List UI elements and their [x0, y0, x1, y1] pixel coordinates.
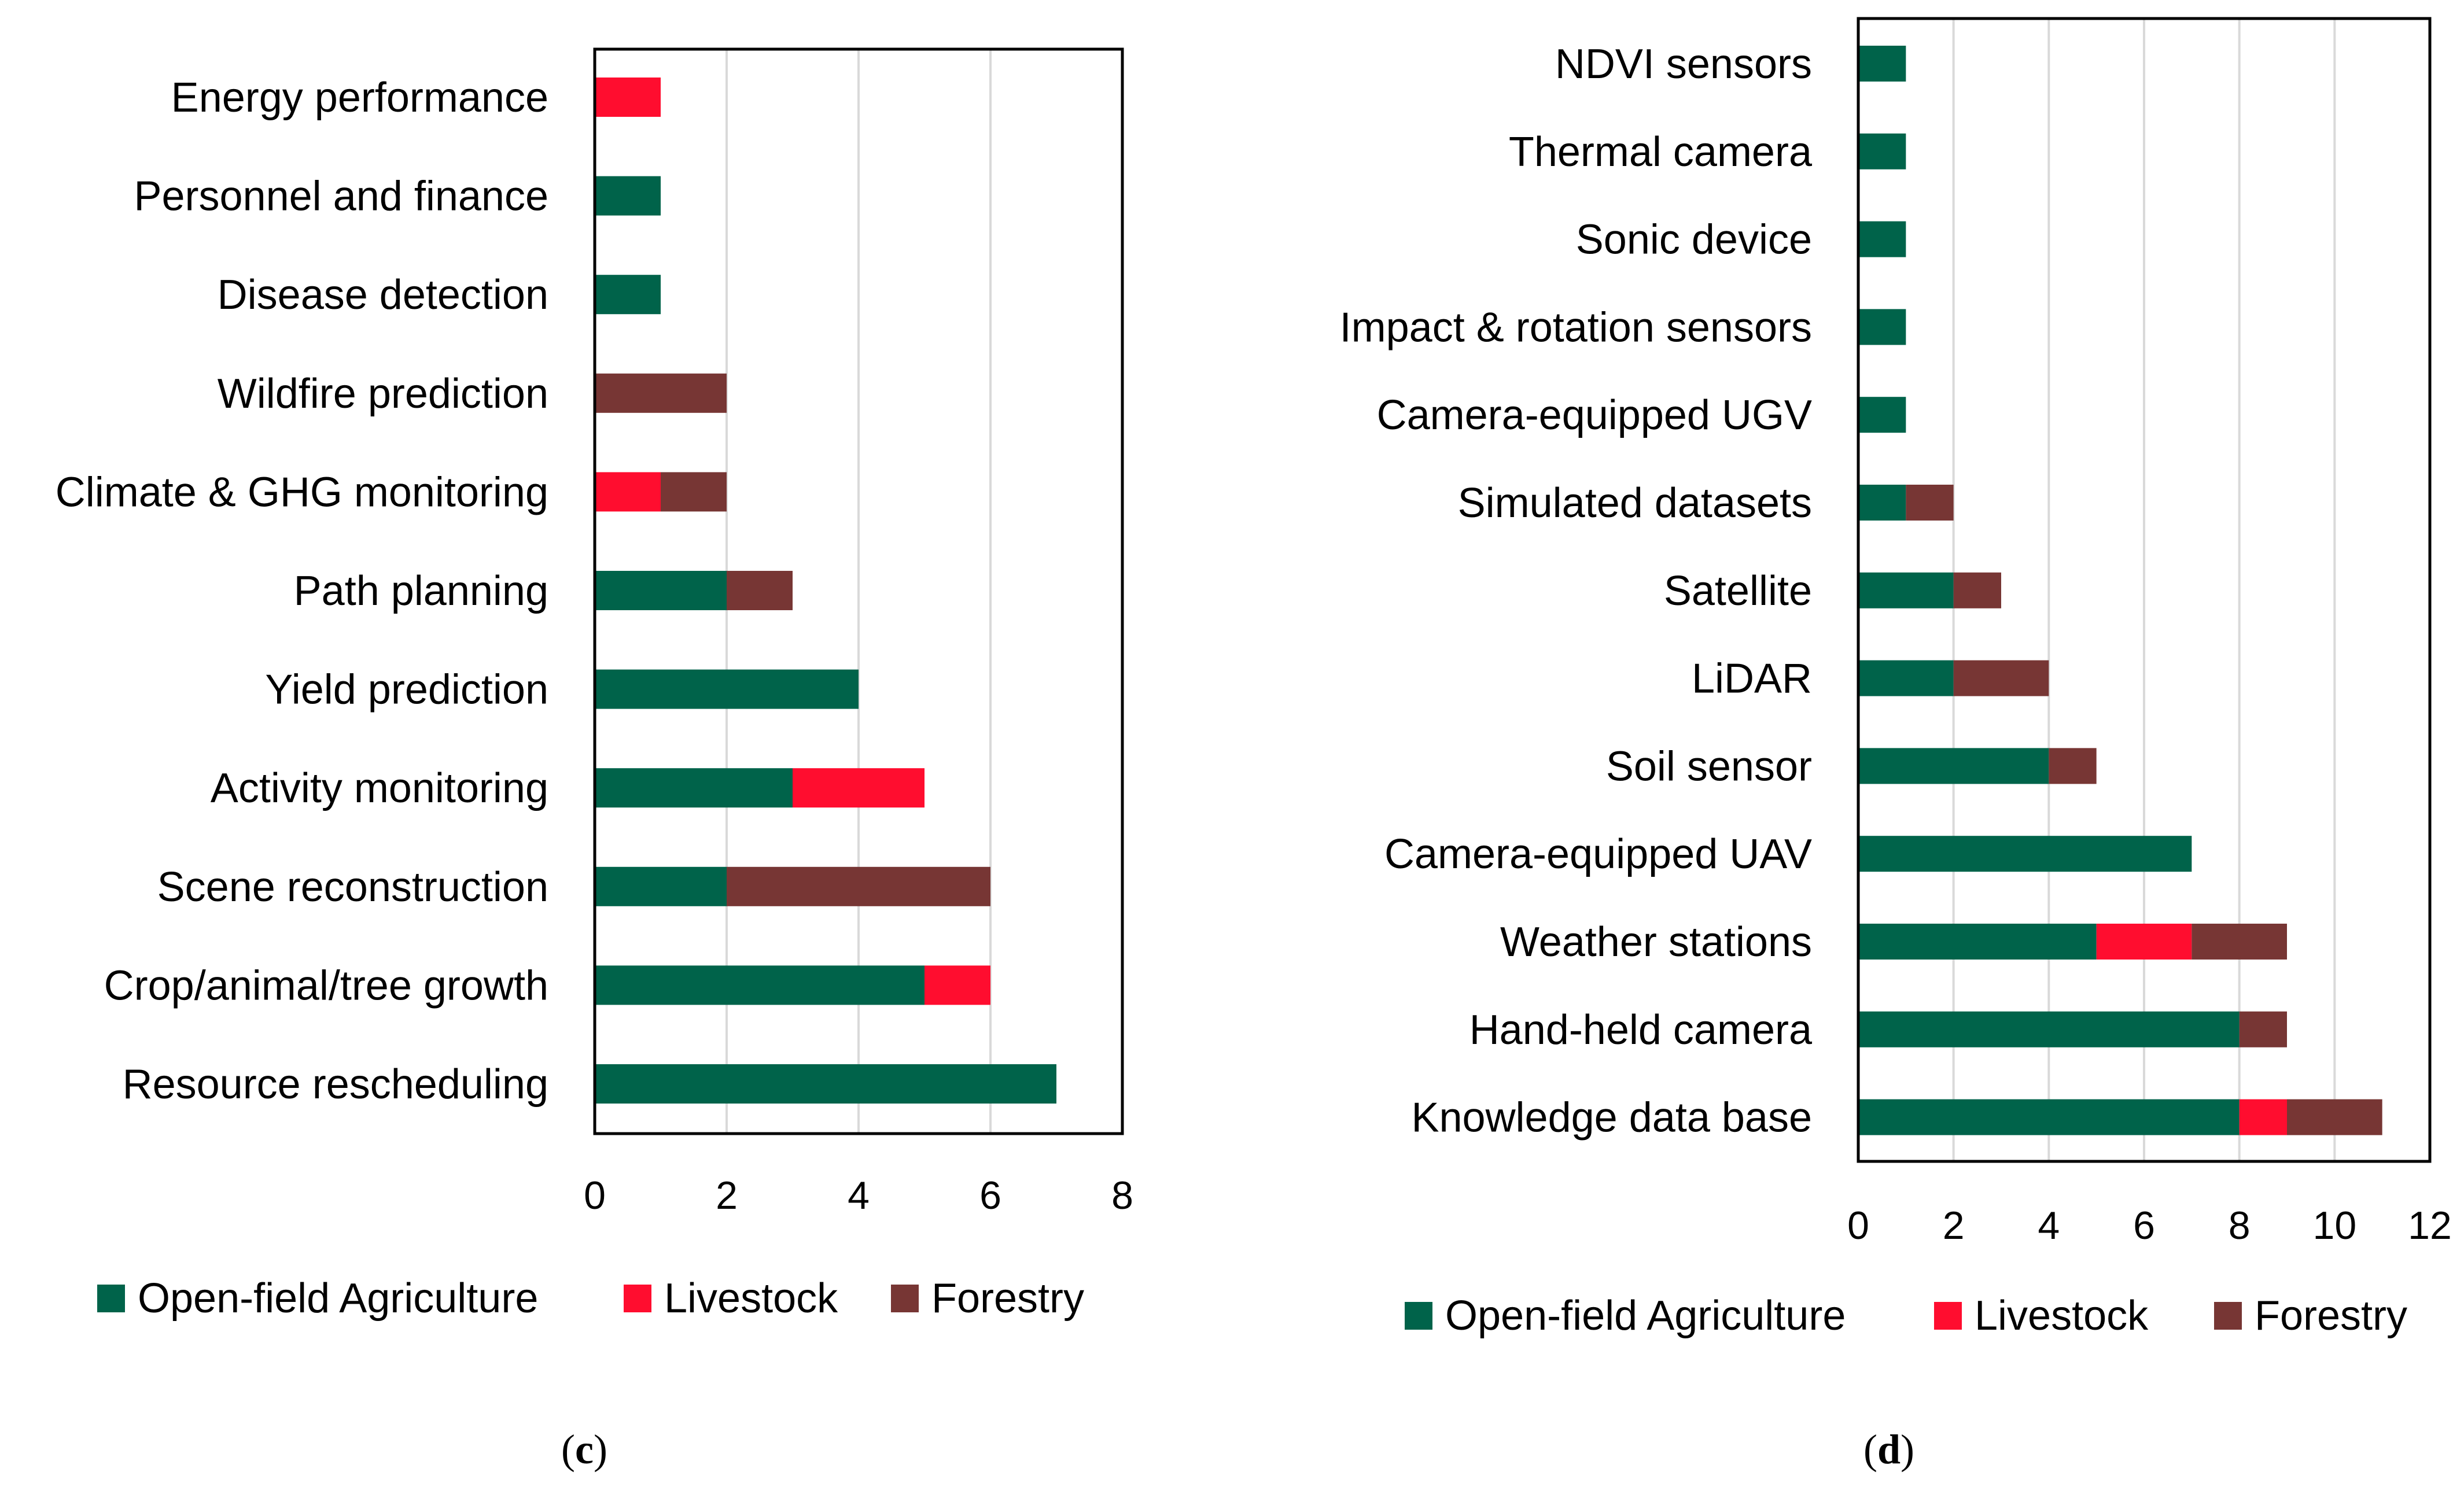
bar-open-field-agriculture-weather-stations	[1858, 924, 2097, 960]
category-label: Knowledge data base	[1411, 1095, 1812, 1141]
bar-forestry-satellite	[1953, 572, 2001, 608]
bar-forestry-hand-held-camera	[2239, 1011, 2287, 1047]
bar-forestry-climate-ghg-monitoring	[661, 472, 727, 512]
x-tick-label: 4	[2038, 1204, 2060, 1248]
panel-label-d: (d)	[1863, 1426, 1914, 1473]
bar-open-field-agriculture-activity-monitoring	[595, 768, 793, 808]
bar-livestock-climate-ghg-monitoring	[595, 472, 661, 512]
bar-open-field-agriculture-disease-detection	[595, 275, 661, 315]
chart-panel-c: Energy performance Personnel and finance D…	[56, 47, 1133, 1322]
legend-label-forestry: Forestry	[931, 1275, 1084, 1322]
bar-forestry-scene-reconstruction	[727, 866, 990, 906]
plot-frame	[1857, 17, 2432, 1163]
bar-open-field-agriculture-soil-sensor	[1858, 748, 2049, 784]
bar-forestry-weather-stations	[2192, 924, 2287, 960]
legend-swatch-forestry	[891, 1285, 919, 1312]
category-label: NDVI sensors	[1555, 41, 1812, 87]
category-label: Personnel and finance	[134, 174, 548, 220]
legend-swatch-livestock	[624, 1285, 651, 1312]
legend-swatch-open-field-agriculture	[97, 1285, 125, 1312]
bar-open-field-agriculture-camera-equipped-uav	[1858, 836, 2192, 872]
category-label: LiDAR	[1692, 656, 1812, 702]
bar-open-field-agriculture-lidar	[1858, 660, 1954, 696]
plot-frame	[593, 47, 1124, 1135]
bar-forestry-simulated-datasets	[1906, 485, 1954, 521]
bar-livestock-energy-performance	[595, 78, 661, 117]
legend-label-open-field-agriculture: Open-field Agriculture	[1445, 1293, 1846, 1339]
legend-swatch-livestock	[1934, 1302, 1962, 1330]
category-label: Resource rescheduling	[123, 1061, 548, 1108]
bar-livestock-weather-stations	[2096, 924, 2192, 960]
category-label: Path planning	[294, 568, 548, 614]
bar-forestry-soil-sensor	[2049, 748, 2097, 784]
category-label: Climate & GHG monitoring	[56, 469, 548, 515]
x-tick-label: 4	[848, 1174, 870, 1217]
x-tick-label: 10	[2313, 1204, 2357, 1248]
x-tick-label: 8	[2229, 1204, 2251, 1248]
category-label: Soil sensor	[1606, 743, 1812, 789]
bar-open-field-agriculture-hand-held-camera	[1858, 1011, 2240, 1047]
bar-open-field-agriculture-satellite	[1858, 572, 1954, 608]
category-label: Satellite	[1664, 568, 1812, 614]
x-tick-label: 2	[1943, 1204, 1965, 1248]
category-label: Sonic device	[1576, 217, 1812, 263]
bar-open-field-agriculture-scene-reconstruction	[595, 866, 727, 906]
bar-forestry-path-planning	[727, 571, 793, 610]
category-label: Yield prediction	[265, 667, 548, 713]
category-label: Hand-held camera	[1469, 1007, 1813, 1053]
legend-label-livestock: Livestock	[664, 1275, 838, 1322]
category-label: Camera-equipped UAV	[1384, 831, 1812, 877]
bar-open-field-agriculture-crop-animal-tree-growth	[595, 965, 925, 1005]
category-label: Thermal camera	[1509, 129, 1813, 175]
x-tick-label: 8	[1111, 1174, 1133, 1217]
x-tick-label: 6	[979, 1174, 1001, 1217]
bar-open-field-agriculture-ndvi-sensors	[1858, 46, 1906, 82]
panel-label-c: (c)	[561, 1426, 607, 1473]
bar-open-field-agriculture-sonic-device	[1858, 221, 1906, 257]
category-label: Crop/animal/tree growth	[104, 962, 548, 1009]
legend-swatch-open-field-agriculture	[1405, 1302, 1432, 1330]
bar-open-field-agriculture-thermal-camera	[1858, 133, 1906, 169]
legend-label-forestry: Forestry	[2255, 1293, 2407, 1339]
category-label: Scene reconstruction	[157, 864, 548, 910]
category-label: Camera-equipped UGV	[1377, 392, 1812, 438]
x-tick-label: 6	[2133, 1204, 2155, 1248]
legend-swatch-forestry	[2214, 1302, 2242, 1330]
bar-livestock-activity-monitoring	[793, 768, 925, 808]
bar-open-field-agriculture-simulated-datasets	[1858, 485, 1906, 521]
category-label: Energy performance	[171, 75, 548, 121]
bar-forestry-wildfire-prediction	[595, 373, 727, 413]
category-label: Disease detection	[218, 272, 548, 318]
x-tick-label: 2	[716, 1174, 738, 1217]
legend-label-open-field-agriculture: Open-field Agriculture	[138, 1275, 538, 1322]
x-tick-label: 0	[1847, 1204, 1869, 1248]
category-label: Simulated datasets	[1458, 480, 1812, 526]
bar-open-field-agriculture-impact-rotation-sensors	[1858, 309, 1906, 345]
category-label: Activity monitoring	[211, 765, 548, 811]
bar-open-field-agriculture-camera-equipped-ugv	[1858, 397, 1906, 433]
chart-panel-d: NDVI sensors Thermal camera Sonic device Im…	[1340, 17, 2452, 1339]
x-tick-label: 0	[584, 1174, 606, 1217]
category-label: Weather stations	[1500, 919, 1812, 965]
category-label: Impact & rotation sensors	[1340, 304, 1812, 350]
bar-open-field-agriculture-resource-rescheduling	[595, 1064, 1056, 1104]
bar-forestry-knowledge-data-base	[2287, 1099, 2382, 1135]
category-label: Wildfire prediction	[218, 371, 548, 417]
bar-livestock-knowledge-data-base	[2239, 1099, 2287, 1135]
bar-open-field-agriculture-personnel-and-finance	[595, 176, 661, 216]
x-tick-label: 12	[2408, 1204, 2452, 1248]
bar-open-field-agriculture-yield-prediction	[595, 669, 859, 709]
bar-livestock-crop-animal-tree-growth	[925, 965, 990, 1005]
bar-open-field-agriculture-knowledge-data-base	[1858, 1099, 2240, 1135]
bar-forestry-lidar	[1953, 660, 2049, 696]
bar-open-field-agriculture-path-planning	[595, 571, 727, 610]
legend-label-livestock: Livestock	[1975, 1293, 2149, 1339]
